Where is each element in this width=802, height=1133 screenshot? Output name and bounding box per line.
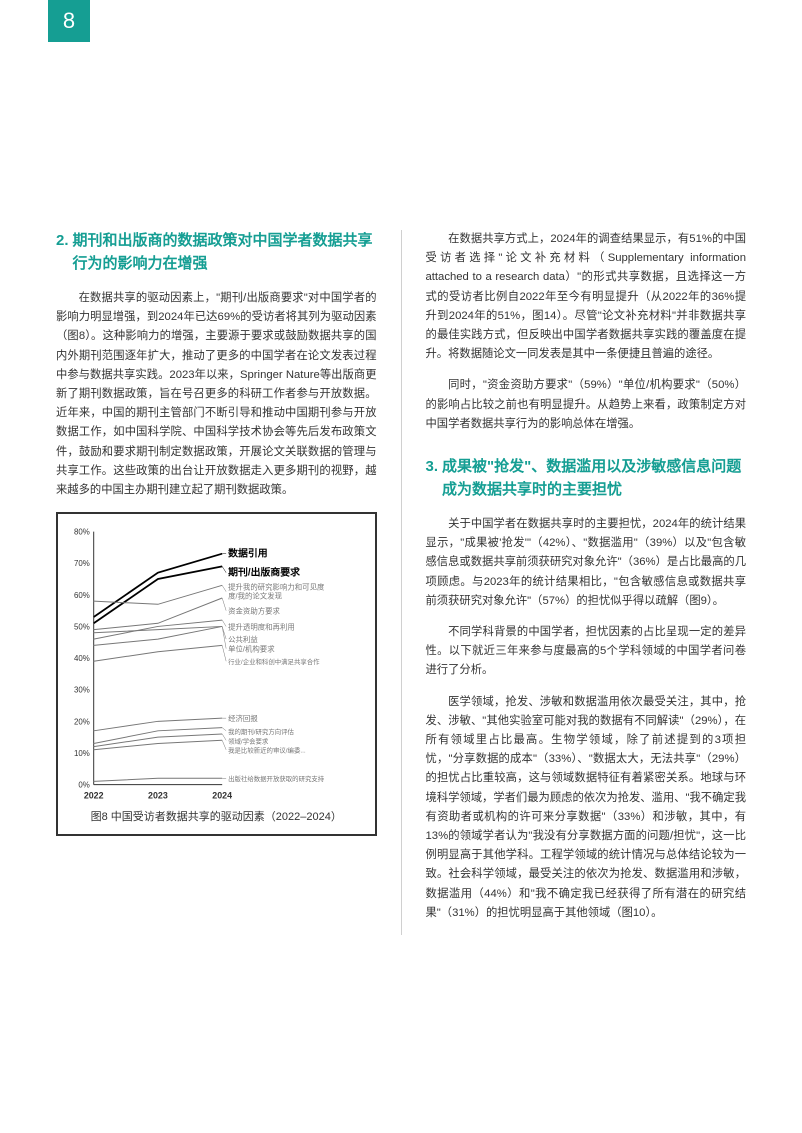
section-3-paragraph-1: 关于中国学者在数据共享时的主要担忧，2024年的统计结果显示，"成果被'抢发'"… (426, 515, 747, 611)
section-2-paragraph-1: 在数据共享的驱动因素上，"期刊/出版商要求"对中国学者的影响力明显增强，到202… (56, 289, 377, 500)
section-2-title: 期刊和出版商的数据政策对中国学者数据共享行为的影响力在增强 (73, 230, 377, 275)
svg-text:提升我的研究影响力和可见度: 提升我的研究影响力和可见度 (228, 582, 325, 592)
svg-text:资金资助方要求: 资金资助方要求 (228, 606, 280, 616)
svg-text:50%: 50% (74, 623, 90, 632)
svg-text:提升透明度和再利用: 提升透明度和再利用 (228, 622, 295, 632)
svg-text:70%: 70% (74, 559, 90, 568)
svg-text:80%: 80% (74, 528, 90, 537)
right-column: 在数据共享方式上，2024年的调查结果显示，有51%的中国受访者选择"论文补充材… (426, 230, 747, 935)
svg-text:2023: 2023 (148, 791, 168, 801)
svg-text:度/我的论文发现: 度/我的论文发现 (228, 591, 282, 601)
svg-text:30%: 30% (74, 686, 90, 695)
svg-text:行业/企业和科创中满足共享合作: 行业/企业和科创中满足共享合作 (228, 657, 320, 666)
page-number: 8 (48, 0, 90, 42)
right-paragraph-2: 同时，"资金资助方要求"（59%）"单位/机构要求"（50%）的影响占比较之前也… (426, 376, 747, 434)
svg-text:数据引用: 数据引用 (228, 547, 268, 560)
svg-text:0%: 0% (78, 781, 89, 790)
svg-text:单位/机构要求: 单位/机构要求 (228, 644, 275, 654)
column-divider (401, 230, 402, 935)
figure-8-box: 0% 10% 20% 30% 40% 50% 60% 70% 80% 2022 2023 2024 数据… (56, 512, 377, 836)
svg-text:公共利益: 公共利益 (228, 634, 258, 644)
svg-text:10%: 10% (74, 749, 90, 758)
svg-text:领域/学会要求: 领域/学会要求 (228, 736, 269, 745)
svg-text:60%: 60% (74, 591, 90, 600)
svg-text:我是比较新近的审议/编委...: 我是比较新近的审议/编委... (228, 746, 306, 755)
svg-text:我的期刊/研究方向评估: 我的期刊/研究方向评估 (228, 727, 294, 736)
svg-text:经济回报: 经济回报 (228, 713, 258, 723)
section-3-title: 成果被"抢发"、数据滥用以及涉敏感信息问题成为数据共享时的主要担忧 (442, 456, 746, 501)
svg-text:2022: 2022 (84, 791, 104, 801)
section-2-heading: 2. 期刊和出版商的数据政策对中国学者数据共享行为的影响力在增强 (56, 230, 377, 275)
section-3-paragraph-2: 不同学科背景的中国学者，担忧因素的占比呈现一定的差异性。以下就近三年来参与度最高… (426, 623, 747, 681)
figure-8-caption: 图8 中国受访者数据共享的驱动因素（2022–2024） (68, 808, 365, 824)
figure-8-chart: 0% 10% 20% 30% 40% 50% 60% 70% 80% 2022 2023 2024 数据… (68, 524, 365, 804)
content-area: 2. 期刊和出版商的数据政策对中国学者数据共享行为的影响力在增强 在数据共享的驱… (56, 230, 746, 935)
svg-text:2024: 2024 (212, 791, 232, 801)
section-3-paragraph-3: 医学领域，抢发、涉敏和数据滥用依次最受关注，其中，抢发、涉敏、"其他实验室可能对… (426, 693, 747, 923)
svg-text:40%: 40% (74, 654, 90, 663)
svg-text:20%: 20% (74, 718, 90, 727)
section-2-number: 2. (56, 230, 69, 275)
right-paragraph-1: 在数据共享方式上，2024年的调查结果显示，有51%的中国受访者选择"论文补充材… (426, 230, 747, 364)
svg-text:期刊/出版商要求: 期刊/出版商要求 (228, 566, 300, 579)
svg-text:出版社给数据开放获取的研究支持: 出版社给数据开放获取的研究支持 (228, 774, 325, 783)
left-column: 2. 期刊和出版商的数据政策对中国学者数据共享行为的影响力在增强 在数据共享的驱… (56, 230, 377, 935)
section-3-number: 3. (426, 456, 439, 501)
section-3-heading: 3. 成果被"抢发"、数据滥用以及涉敏感信息问题成为数据共享时的主要担忧 (426, 456, 747, 501)
